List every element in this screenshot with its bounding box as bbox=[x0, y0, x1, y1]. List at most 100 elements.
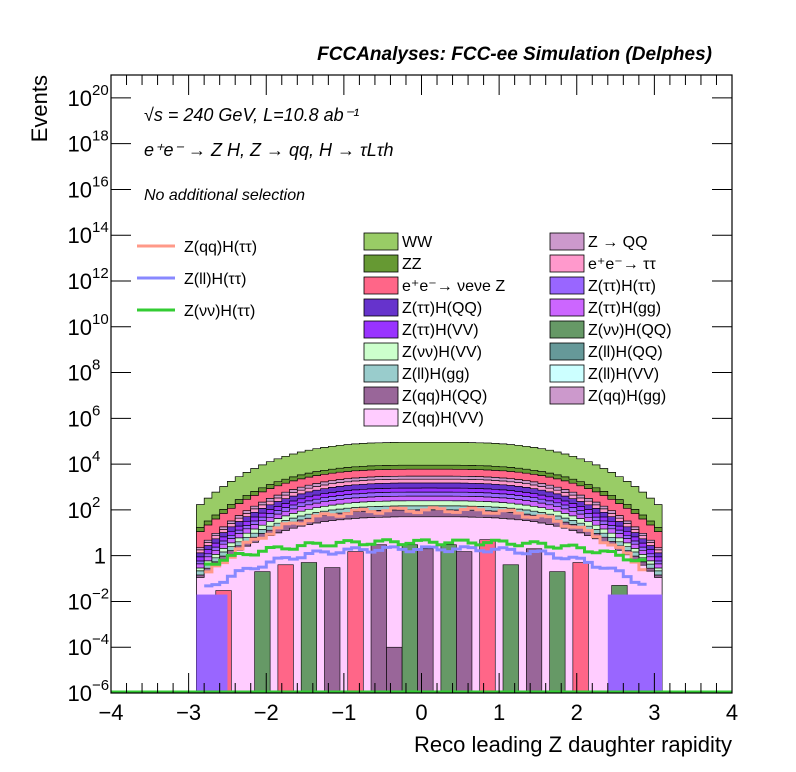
x-tick-label-1: −3 bbox=[176, 700, 201, 725]
x-tick-label-3: −1 bbox=[331, 700, 356, 725]
bottom-bin-11 bbox=[456, 551, 473, 694]
x-tick-label-2: −2 bbox=[254, 700, 279, 725]
y-tick-label-3: 1 bbox=[94, 544, 106, 569]
legend-col2-label-6: Z(ll)H(VV) bbox=[588, 366, 659, 383]
x-tick-label-5: 1 bbox=[493, 700, 505, 725]
legend-col2-label-5: Z(ll)H(QQ) bbox=[588, 344, 663, 361]
legend-col1-swatch-1 bbox=[363, 254, 399, 273]
y-tick-label-9: 10 bbox=[68, 269, 92, 294]
x-tick-label-6: 2 bbox=[571, 700, 583, 725]
y-tick-exponent-11: 16 bbox=[92, 173, 109, 190]
y-tick-label-1: 10 bbox=[68, 635, 92, 660]
legend-line-label-2: Z(νν)H(ττ) bbox=[184, 303, 255, 320]
legend-col1-swatch-5 bbox=[363, 342, 399, 361]
legend-col2-label-7: Z(qq)H(gg) bbox=[588, 388, 666, 405]
bottom-bin-2 bbox=[277, 564, 294, 694]
x-tick-label-0: −4 bbox=[98, 700, 123, 725]
bottom-bin-8 bbox=[401, 544, 418, 694]
x-axis-label: Reco leading Z daughter rapidity bbox=[414, 732, 732, 757]
x-tick-label-7: 3 bbox=[648, 700, 660, 725]
legend-col2-swatch-6 bbox=[549, 364, 585, 383]
bottom-bin-3 bbox=[300, 562, 318, 694]
bottom-bin-7 bbox=[386, 646, 403, 694]
y-tick-exponent-4: 2 bbox=[92, 494, 100, 511]
legend-col2-swatch-1 bbox=[549, 254, 585, 273]
y-tick-exponent-9: 12 bbox=[92, 265, 109, 282]
legend-col1-label-3: Z(ττ)H(QQ) bbox=[402, 300, 482, 317]
legend-col1-label-7: Z(qq)H(QQ) bbox=[402, 388, 487, 405]
legend-col1-swatch-4 bbox=[363, 320, 399, 339]
legend-col2-label-1: e⁺e⁻→ ττ bbox=[588, 256, 656, 273]
legend-col2-swatch-5 bbox=[549, 342, 585, 361]
y-tick-exponent-13: 20 bbox=[92, 82, 109, 99]
y-tick-label-12: 10 bbox=[68, 132, 92, 157]
legend-col1-label-1: ZZ bbox=[402, 256, 422, 273]
legend-col2-swatch-2 bbox=[549, 276, 585, 295]
bottom-bin-5 bbox=[347, 551, 364, 694]
y-tick-label-2: 10 bbox=[68, 589, 92, 614]
legend-col2-swatch-4 bbox=[549, 320, 585, 339]
legend-col1-swatch-0 bbox=[363, 232, 399, 251]
edge-fill-0 bbox=[196, 594, 228, 693]
bottom-bin-16 bbox=[572, 562, 589, 694]
annotation-selection: No additional selection bbox=[144, 187, 305, 204]
y-tick-label-6: 10 bbox=[68, 406, 92, 431]
legend-col1-swatch-3 bbox=[363, 298, 399, 317]
bottom-bin-6 bbox=[370, 544, 387, 694]
chart-title: FCCAnalyses: FCC-ee Simulation (Delphes) bbox=[317, 44, 712, 65]
legend-col2-label-3: Z(ττ)H(gg) bbox=[588, 300, 661, 317]
legend-col2-label-2: Z(ττ)H(ττ) bbox=[588, 278, 656, 295]
legend-line-label-0: Z(qq)H(ττ) bbox=[184, 239, 257, 256]
legend-col2-swatch-7 bbox=[549, 386, 585, 405]
legend-col1-swatch-7 bbox=[363, 386, 399, 405]
y-tick-exponent-0: −6 bbox=[92, 677, 109, 694]
x-tick-label-4: 0 bbox=[415, 700, 427, 725]
y-tick-exponent-12: 18 bbox=[92, 128, 109, 145]
y-tick-exponent-8: 10 bbox=[92, 311, 109, 328]
legend-col2-label-0: Z → QQ bbox=[588, 234, 648, 251]
y-tick-exponent-1: −4 bbox=[92, 631, 109, 648]
legend-col1-swatch-2 bbox=[363, 276, 399, 295]
y-tick-label-13: 10 bbox=[68, 86, 92, 111]
bottom-bin-1 bbox=[254, 571, 271, 694]
bottom-bin-15 bbox=[549, 571, 566, 694]
y-tick-exponent-7: 8 bbox=[92, 357, 100, 374]
line-series-0 bbox=[204, 506, 647, 574]
legend-col1-swatch-6 bbox=[363, 364, 399, 383]
y-tick-exponent-6: 6 bbox=[92, 402, 100, 419]
y-tick-label-10: 10 bbox=[68, 223, 92, 248]
bottom-bin-14 bbox=[525, 548, 543, 694]
y-tick-label-8: 10 bbox=[68, 315, 92, 340]
bottom-bin-4 bbox=[324, 567, 341, 694]
annotation-energy: √s = 240 GeV, L=10.8 ab⁻¹ bbox=[144, 105, 359, 125]
legend-col1-swatch-8 bbox=[363, 408, 399, 427]
y-tick-label-4: 10 bbox=[68, 498, 92, 523]
bottom-bin-12 bbox=[479, 539, 496, 694]
edge-fill-1 bbox=[607, 594, 663, 693]
y-tick-label-5: 10 bbox=[68, 452, 92, 477]
legend-col1-label-8: Z(qq)H(VV) bbox=[402, 410, 484, 427]
y-tick-exponent-10: 14 bbox=[92, 219, 109, 236]
line-series-2 bbox=[204, 538, 647, 566]
legend-col2-swatch-0 bbox=[549, 232, 585, 251]
y-tick-label-0: 10 bbox=[68, 681, 92, 706]
y-tick-label-7: 10 bbox=[68, 361, 92, 386]
legend-col2-swatch-3 bbox=[549, 298, 585, 317]
bottom-bin-10 bbox=[440, 544, 457, 694]
legend-line-label-1: Z(ll)H(ττ) bbox=[184, 271, 246, 288]
y-axis-label: Events bbox=[27, 75, 52, 142]
y-tick-exponent-2: −2 bbox=[92, 585, 109, 602]
legend-col1-label-2: e⁺e⁻→ νeνe Z bbox=[402, 278, 505, 295]
legend-col1-label-4: Z(ττ)H(VV) bbox=[402, 322, 479, 339]
bottom-bin-13 bbox=[502, 564, 519, 694]
legend-col1-label-6: Z(ll)H(gg) bbox=[402, 366, 470, 383]
y-tick-label-11: 10 bbox=[68, 177, 92, 202]
legend-col2-label-4: Z(νν)H(QQ) bbox=[588, 322, 672, 339]
bottom-bin-9 bbox=[417, 548, 434, 694]
y-tick-exponent-5: 4 bbox=[92, 448, 100, 465]
annotation-process: e⁺e⁻ → Z H, Z → qq, H → τLτh bbox=[144, 140, 394, 160]
line-series-1 bbox=[204, 545, 647, 588]
legend-col1-label-0: WW bbox=[402, 234, 433, 251]
legend-col1-label-5: Z(νν)H(VV) bbox=[402, 344, 482, 361]
